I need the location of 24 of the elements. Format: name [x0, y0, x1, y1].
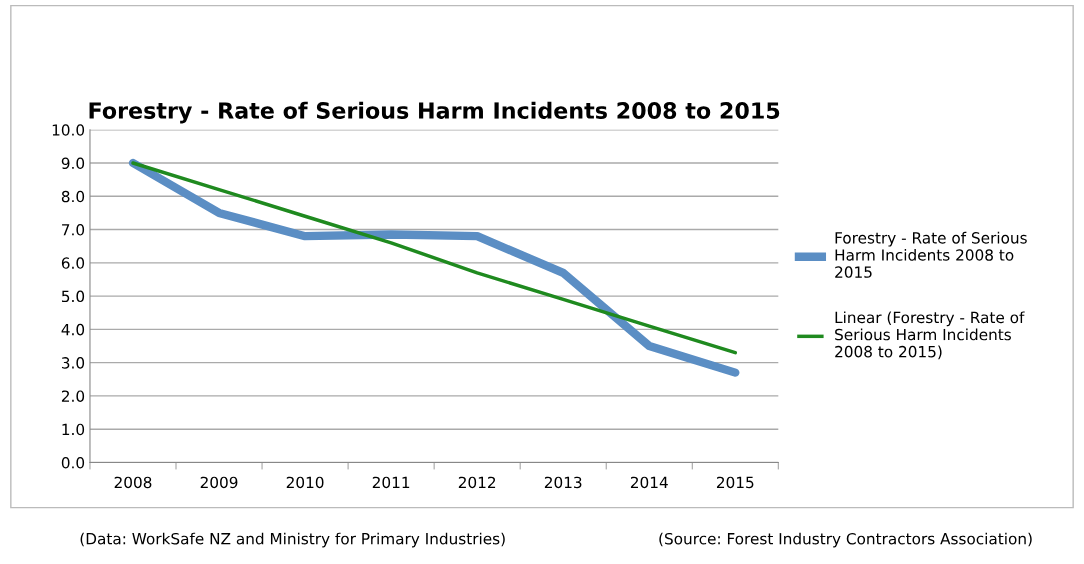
y-tick-label: 1.0 — [62, 423, 85, 436]
x-tick-label: 2008 — [114, 476, 152, 489]
text: (Source: Forest Industry Contractors Association) — [659, 532, 1032, 548]
chart-title: Forestry - Rate of Serious Harm Incidents 2008 to 2015 — [89, 101, 780, 124]
legend-label: Forestry - Rate of Serious Harm Incidents 2008 to 2015 — [835, 231, 1027, 278]
y-tick-label: 0.0 — [61, 456, 85, 469]
y-tick-label: 5.0 — [61, 290, 85, 303]
x-tick-label: 2013 — [544, 476, 582, 489]
y-tick-label: 6.0 — [61, 257, 85, 269]
x-tick-label: 2009 — [200, 476, 238, 489]
x-tick-label: 2012 — [458, 476, 496, 489]
text: (Data: WorkSafe NZ and Ministry for Primary Industries) — [80, 532, 505, 548]
legend-label: Linear (Forestry - Rate of Serious Harm Incidents 2008 to 2015) — [835, 311, 1025, 360]
x-tick-label: 2010 — [286, 476, 324, 489]
x-tick-label: 2015 — [716, 476, 754, 489]
y-tick-label: 8.0 — [61, 190, 85, 203]
y-tick-label: 3.0 — [61, 357, 85, 369]
y-tick-label: 4.0 — [61, 323, 85, 336]
y-tick-label: 10.0 — [52, 124, 85, 136]
y-tick-label: 9.0 — [61, 157, 85, 170]
x-tick-label: 2014 — [630, 476, 668, 489]
x-tick-label: 2011 — [372, 476, 410, 489]
y-tick-label: 2.0 — [61, 390, 85, 402]
y-tick-label: 7.0 — [62, 224, 85, 236]
